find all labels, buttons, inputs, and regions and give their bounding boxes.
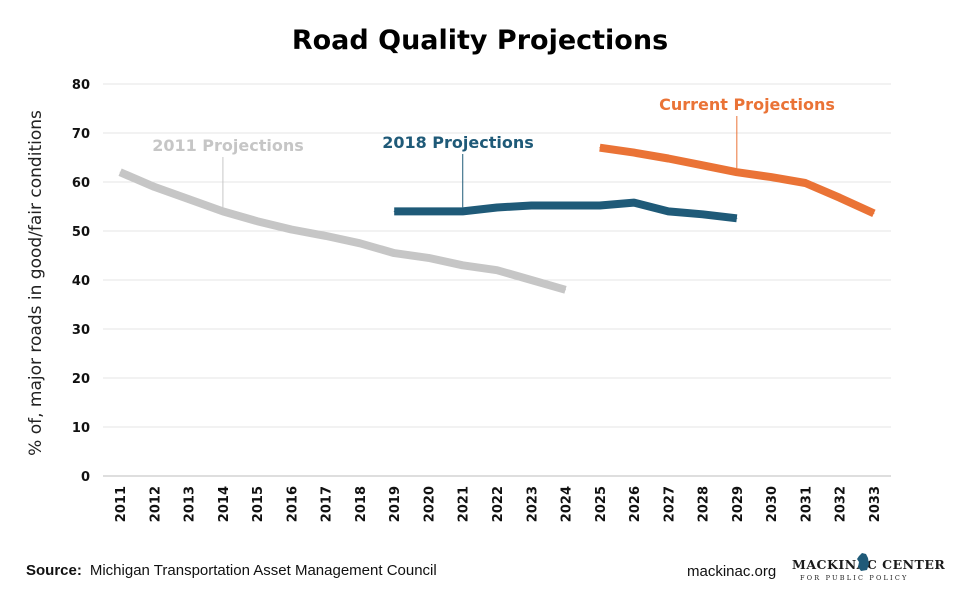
y-axis-ticks: 0 10 20 30 40 50 60 70 80: [72, 78, 90, 485]
x-tick-label: 2029: [731, 486, 746, 522]
y-tick-label: 30: [72, 323, 90, 338]
data-point: [565, 289, 567, 291]
x-tick-label: 2024: [560, 486, 575, 522]
y-tick-label: 70: [72, 127, 90, 142]
data-point: [119, 171, 121, 173]
data-point: [427, 210, 429, 212]
data-point: [736, 217, 738, 219]
data-point: [530, 279, 532, 281]
x-tick-label: 2016: [285, 486, 300, 522]
series-line-2011-projections: [118, 168, 567, 294]
data-point: [633, 152, 635, 154]
data-point: [804, 182, 806, 184]
data-point: [359, 242, 361, 244]
series-line-2018-projections: [394, 198, 738, 223]
y-axis-label: % of, major roads in good/fair condition…: [26, 110, 46, 456]
data-point: [462, 264, 464, 266]
x-tick-label: 2028: [697, 486, 712, 522]
data-point: [325, 235, 327, 237]
data-point: [702, 164, 704, 166]
data-point: [633, 202, 635, 204]
x-tick-label: 2026: [628, 486, 643, 522]
x-tick-label: 2032: [834, 486, 849, 522]
y-tick-label: 50: [72, 225, 90, 240]
data-point: [462, 210, 464, 212]
data-point: [153, 186, 155, 188]
y-tick-label: 60: [72, 176, 90, 191]
series-lines: [118, 143, 876, 294]
y-tick-label: 20: [72, 372, 90, 387]
data-point: [839, 197, 841, 199]
x-tick-label: 2013: [183, 486, 198, 522]
data-point: [873, 212, 875, 214]
data-point: [496, 206, 498, 208]
x-tick-label: 2012: [148, 486, 163, 522]
x-tick-label: 2021: [457, 486, 472, 522]
logo-subtext: FOR PUBLIC POLICY: [800, 574, 909, 582]
x-tick-label: 2031: [799, 486, 814, 522]
y-tick-label: 40: [72, 274, 90, 289]
x-tick-label: 2017: [320, 486, 335, 522]
data-point: [565, 205, 567, 207]
data-point: [496, 269, 498, 271]
data-point: [222, 210, 224, 212]
x-tick-label: 2014: [217, 486, 232, 522]
y-tick-label: 0: [81, 470, 90, 485]
x-tick-label: 2033: [868, 486, 883, 522]
data-point: [667, 210, 669, 212]
series-label-2018-projections: 2018 Projections: [382, 133, 534, 152]
data-point: [736, 171, 738, 173]
source-label: Source:: [26, 562, 82, 579]
x-tick-label: 2027: [662, 486, 677, 522]
michigan-icon: [857, 553, 869, 571]
mackinac-logo: MACKINAC CENTER FOR PUBLIC POLICY: [792, 552, 945, 582]
data-point: [256, 220, 258, 222]
x-tick-label: 2022: [491, 486, 506, 522]
data-point: [599, 147, 601, 149]
x-tick-label: 2030: [765, 486, 780, 522]
y-tick-label: 10: [72, 421, 90, 436]
x-tick-label: 2018: [354, 486, 369, 522]
x-tick-label: 2011: [114, 486, 129, 522]
y-tick-label: 80: [72, 78, 90, 93]
x-tick-label: 2020: [422, 486, 437, 522]
data-point: [770, 176, 772, 178]
x-tick-label: 2023: [525, 486, 540, 522]
series-label-current-projections: Current Projections: [659, 95, 835, 114]
source-text: Michigan Transportation Asset Management…: [89, 562, 437, 579]
data-point: [599, 205, 601, 207]
data-point: [188, 198, 190, 200]
data-point: [393, 210, 395, 212]
website-text: mackinac.org: [687, 563, 777, 580]
x-tick-label: 2015: [251, 486, 266, 522]
series-label-2011-projections: 2011 Projections: [152, 136, 304, 155]
data-point: [393, 252, 395, 254]
grid: [103, 83, 891, 477]
chart-title: Road Quality Projections: [292, 25, 668, 56]
data-point: [667, 157, 669, 159]
x-tick-label: 2025: [594, 486, 609, 522]
x-axis-ticks: 2011 2012 2013 2014 2015 2016 2017 2018 2019 2020…: [114, 486, 883, 522]
source-note: Source: Michigan Transportation Asset Man…: [26, 562, 437, 579]
series-labels: 2011 Projections 2018 Projections Current …: [152, 95, 835, 208]
data-point: [427, 257, 429, 259]
data-point: [290, 229, 292, 231]
data-point: [702, 213, 704, 215]
x-tick-label: 2019: [388, 486, 403, 522]
data-point: [530, 205, 532, 207]
